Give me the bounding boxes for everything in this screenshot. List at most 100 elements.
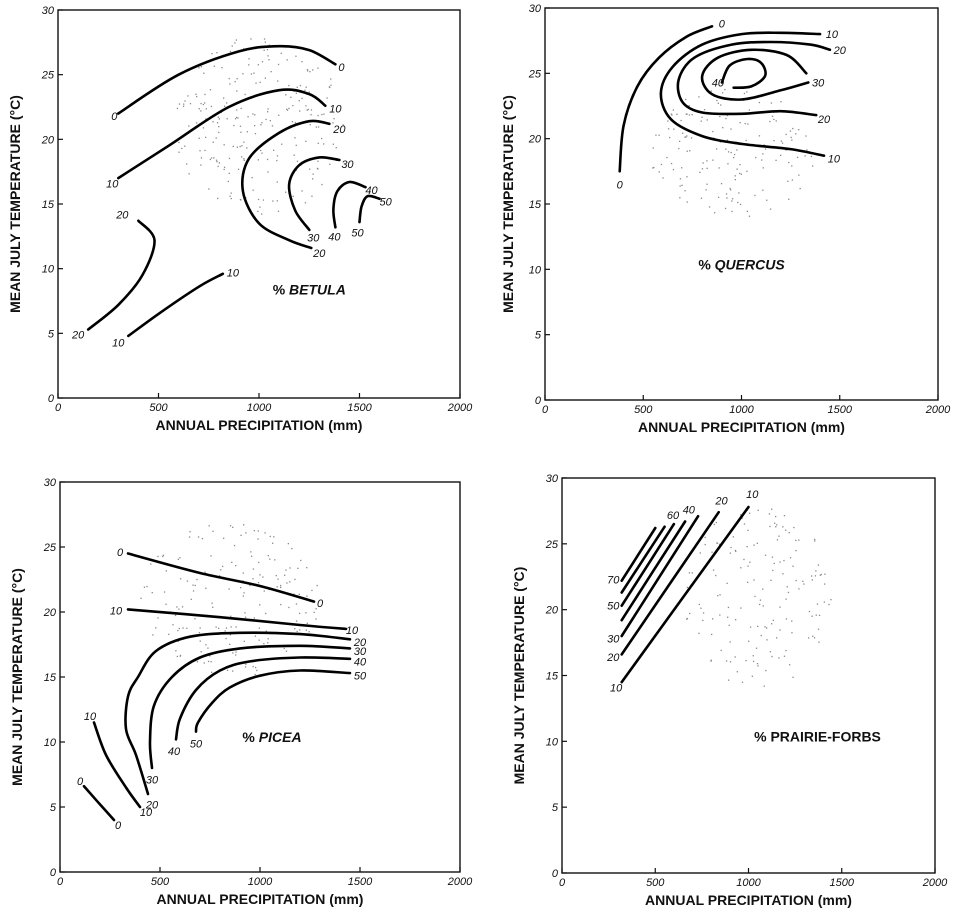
contour-line-0 <box>618 25 714 173</box>
x-tick-label: 500 <box>151 876 170 888</box>
contour-label: 20 <box>353 637 367 649</box>
y-tick-label: 15 <box>529 199 542 211</box>
panel-title-taxon: QUERCUS <box>715 256 786 272</box>
panel-title: % PICEA <box>242 729 301 745</box>
contour-label: 20 <box>332 124 346 136</box>
y-tick-label: 0 <box>535 395 542 407</box>
x-tick-label: 1500 <box>828 404 853 416</box>
contour-line-20 <box>620 510 720 656</box>
contour-label: 50 <box>380 196 393 208</box>
y-tick-label: 15 <box>546 671 559 683</box>
panel-title-taxon: PICEA <box>259 729 302 745</box>
contour-label: 10 <box>610 682 623 694</box>
contour-line-40 <box>332 180 367 229</box>
y-tick-label: 25 <box>43 542 57 554</box>
contour-label: 10 <box>746 489 759 501</box>
contour-label: 20 <box>817 114 831 126</box>
sample-stipple <box>140 524 318 676</box>
contour-line-10 <box>620 505 750 684</box>
contour-line-20 <box>86 219 156 331</box>
contour-label: 40 <box>365 185 378 197</box>
y-tick-label: 5 <box>50 802 57 814</box>
contour-line-10 <box>127 272 225 338</box>
contour-label: 30 <box>146 775 159 787</box>
contour-label: 10 <box>828 153 841 165</box>
contour-label: 0 <box>117 547 124 559</box>
contour-label: 0 <box>719 19 726 31</box>
contour-label: 50 <box>354 671 367 683</box>
y-tick-label: 15 <box>44 672 57 684</box>
contour-label: 20 <box>833 45 847 57</box>
sample-stipple <box>176 38 344 215</box>
y-tick-label: 30 <box>546 473 559 485</box>
sample-stipple <box>686 508 832 687</box>
y-axis-label: MEAN JULY TEMPERATURE (°C) <box>9 568 25 786</box>
panel-title: % QUERCUS <box>698 256 785 272</box>
contour-line-50 <box>620 522 676 607</box>
contour-label: 20 <box>714 495 728 507</box>
y-axis-label: MEAN JULY TEMPERATURE (°C) <box>7 95 23 313</box>
contour-line-20 <box>240 119 331 250</box>
x-axis-label: ANNUAL PRECIPITATION (mm) <box>157 891 364 907</box>
contour-label: 0 <box>111 111 118 123</box>
contour-line-70 <box>620 526 657 582</box>
contour-label: 0 <box>115 820 122 832</box>
contour-label: 10 <box>346 625 359 637</box>
contour-label: 40 <box>683 505 696 517</box>
x-tick-label: 1000 <box>247 402 272 414</box>
x-tick-label: 1500 <box>348 876 373 888</box>
panel-title-taxon: BETULA <box>289 282 346 298</box>
contour-line-0 <box>126 552 316 603</box>
contour-line-30 <box>148 644 352 770</box>
y-tick-label: 10 <box>42 264 55 276</box>
sample-stipple <box>652 88 814 217</box>
y-tick-label: 25 <box>41 70 55 82</box>
contour-label: 40 <box>328 231 341 243</box>
contour-line-40 <box>720 57 767 90</box>
y-tick-label: 0 <box>48 393 55 405</box>
x-tick-label: 2000 <box>447 876 473 888</box>
x-tick-label: 1500 <box>347 402 372 414</box>
panel-title-prefix: % <box>698 256 714 272</box>
contour-line-20 <box>676 40 832 117</box>
contour-line-50 <box>358 194 381 224</box>
contour-line-40 <box>620 520 687 622</box>
panel-title: % PRAIRIE-FORBS <box>754 728 881 744</box>
x-tick-label: 0 <box>559 877 566 889</box>
contour-label: 10 <box>140 807 153 819</box>
contour-line-30 <box>700 48 810 101</box>
y-tick-label: 0 <box>552 868 559 880</box>
contour-label: 30 <box>354 646 367 658</box>
contour-label: 0 <box>77 776 84 788</box>
y-tick-label: 0 <box>50 867 57 879</box>
contour-line-10 <box>92 721 142 809</box>
panel-picea: 0 500 10 0 0 1500 2000 0 5 10 15 20 25 30 ANNUAL PRECI… <box>9 477 473 907</box>
y-axis-label: MEAN JULY TEMPERATURE (°C) <box>500 95 516 313</box>
y-tick-label: 30 <box>42 5 55 17</box>
contour-line-40 <box>174 656 352 741</box>
panel-title-prefix: % <box>754 728 770 744</box>
panel-prairie-forbs: 0 500 1000 1500 2000 0 5 10 15 20 25 30 ANNUAL PRECI… <box>511 473 948 908</box>
contour-label: 20 <box>115 209 129 221</box>
y-tick-label: 5 <box>48 328 55 340</box>
contour-label: 10 <box>110 606 123 618</box>
contour-line-50 <box>194 669 352 733</box>
contour-label: 20 <box>312 248 326 260</box>
contour-label: 30 <box>812 77 825 89</box>
contour-label: 10 <box>106 178 119 190</box>
y-tick-label: 15 <box>42 199 55 211</box>
y-tick-label: 10 <box>546 736 559 748</box>
x-tick-label: 2000 <box>922 877 948 889</box>
y-tick-label: 30 <box>44 477 57 489</box>
contour-label: 20 <box>145 799 159 811</box>
panel-title: % BETULA <box>273 282 346 298</box>
y-tick-label: 25 <box>545 539 559 551</box>
contour-label: 10 <box>227 268 240 280</box>
x-axis-label: ANNUAL PRECIPITATION (mm) <box>645 892 852 908</box>
contour-line-30 <box>287 155 341 232</box>
contour-line-10 <box>117 88 327 180</box>
contour-label: 10 <box>329 103 342 115</box>
contour-label: 30 <box>307 233 320 245</box>
